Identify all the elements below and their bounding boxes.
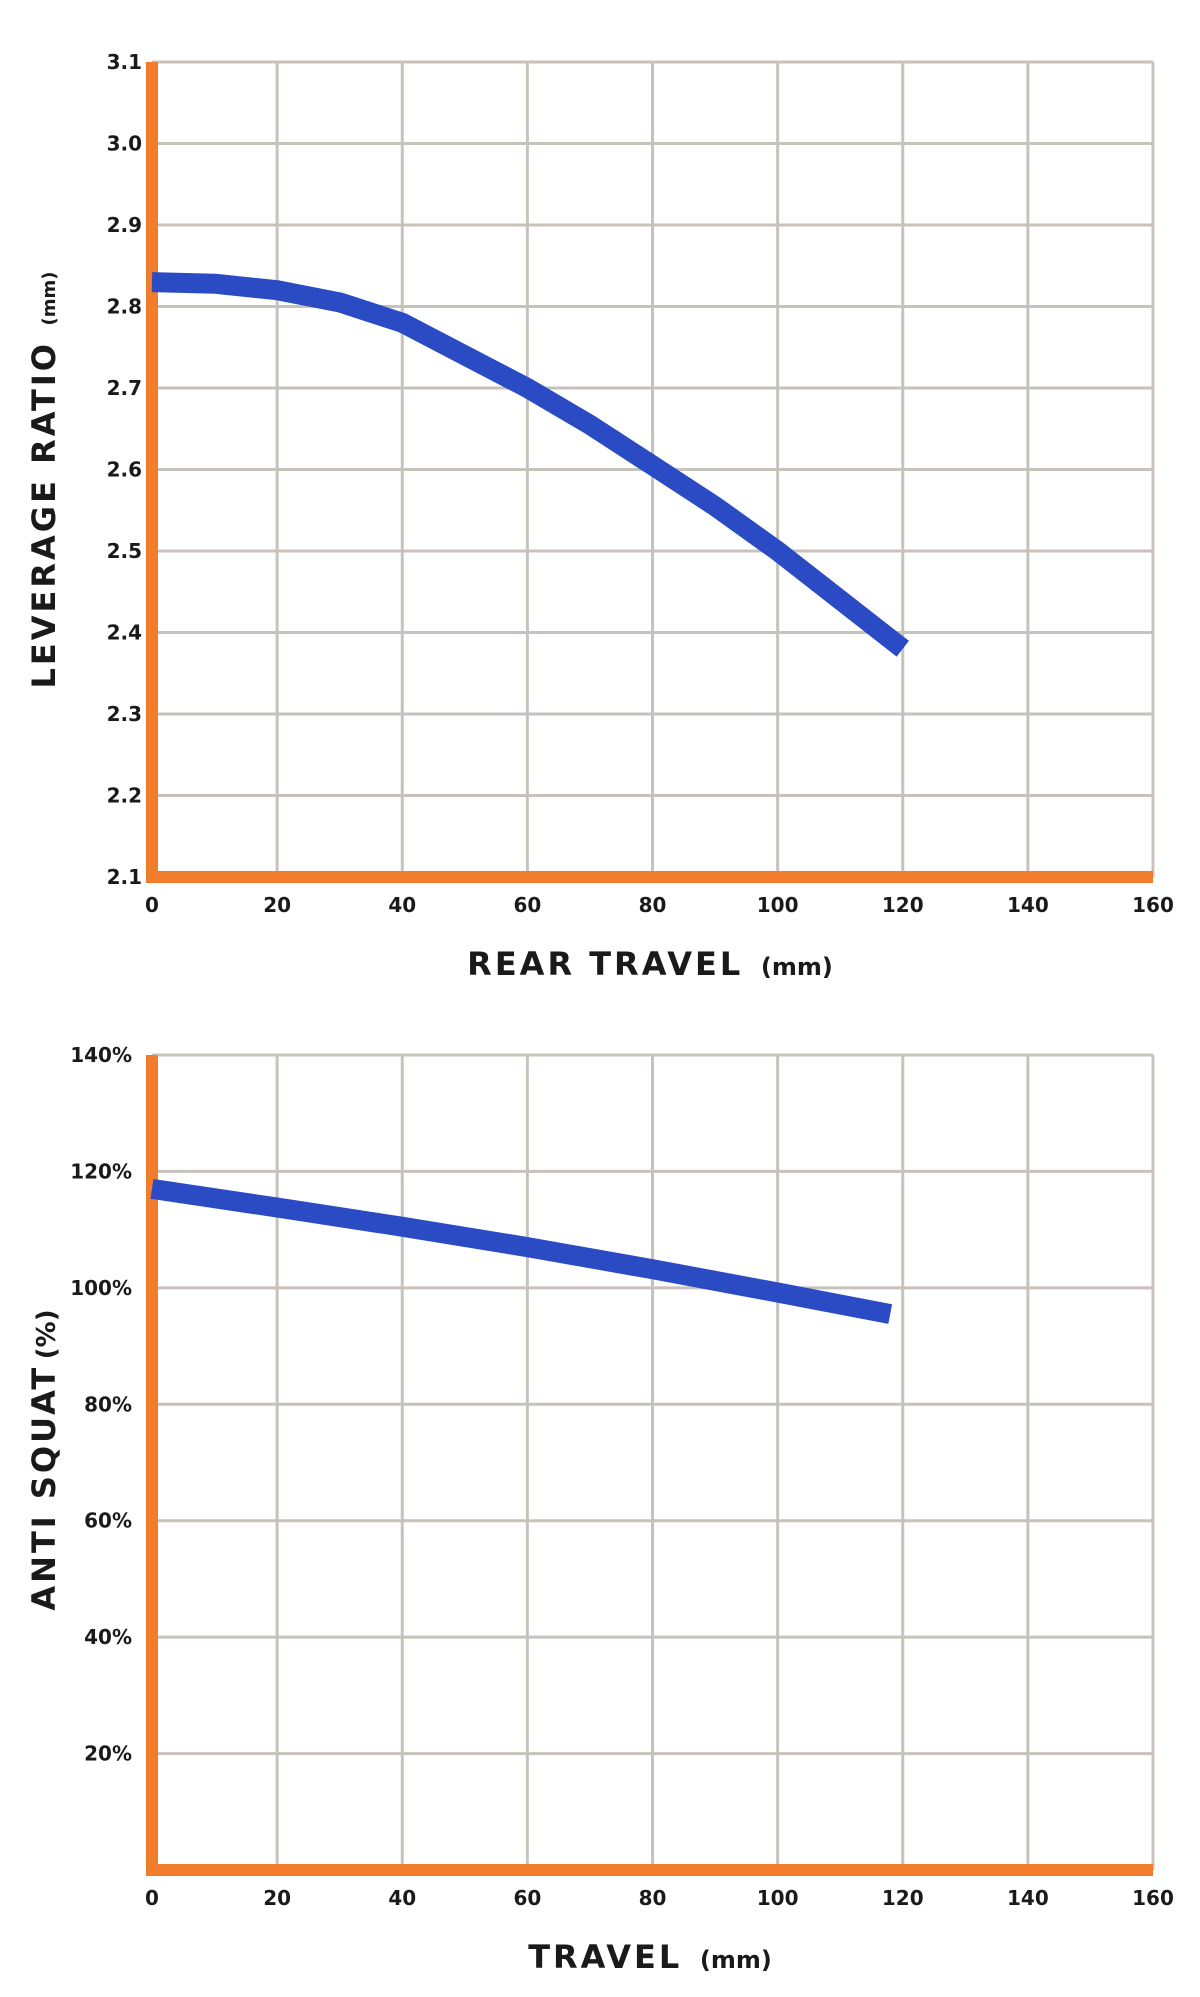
- y-tick-labels: 20% 40% 60% 80% 100% 120% 140%: [70, 1043, 132, 1766]
- x-tick-labels: 0 20 40 60 80 100 120 140 160: [145, 1886, 1174, 1910]
- x-tick-label: 0: [145, 1886, 159, 1910]
- x-axis-title: REAR TRAVEL (mm): [467, 945, 833, 983]
- series-lines: [151, 272, 909, 657]
- leverage-ratio-chart: 0 20 40 60 80 100 120 140 160 2.1 2.2 2.3 2.4 2.5 2.6…: [25, 50, 1174, 983]
- series-lines: [150, 1179, 893, 1324]
- y-tick-label: 20%: [84, 1742, 132, 1766]
- x-tick-label: 60: [513, 1886, 541, 1910]
- y-axis-unit: (mm): [39, 272, 60, 326]
- y-axis-unit: (%): [32, 1309, 62, 1359]
- x-axis-unit: (mm): [761, 953, 833, 981]
- x-axis-title-text: TRAVEL: [528, 1938, 682, 1976]
- y-tick-label: 2.5: [107, 539, 142, 563]
- x-tick-label: 40: [388, 1886, 416, 1910]
- axes: [146, 62, 1153, 883]
- x-tick-label: 0: [145, 893, 159, 917]
- x-axis-title-text: REAR TRAVEL: [467, 945, 743, 983]
- y-axis-title-text: ANTI SQUAT: [25, 1365, 63, 1611]
- series-line: [151, 272, 909, 657]
- y-tick-labels: 2.1 2.2 2.3 2.4 2.5 2.6 2.7 2.8 2.9 3.0 3.1: [107, 50, 142, 889]
- x-tick-label: 100: [757, 1886, 799, 1910]
- y-axis-title: ANTI SQUAT (%): [25, 1309, 63, 1610]
- y-tick-label: 100%: [70, 1276, 132, 1300]
- y-axis-title-text: LEVERAGE RATIO: [25, 341, 63, 688]
- y-tick-label: 140%: [70, 1043, 132, 1067]
- x-tick-label: 140: [1007, 893, 1049, 917]
- y-tick-label: 2.6: [107, 458, 142, 482]
- x-tick-label: 120: [882, 893, 924, 917]
- y-tick-label: 80%: [84, 1392, 132, 1416]
- x-tick-label: 160: [1132, 1886, 1174, 1910]
- y-tick-label: 120%: [70, 1159, 132, 1183]
- y-tick-label: 2.7: [107, 376, 142, 400]
- grid: [152, 1053, 1155, 1870]
- y-tick-label: 2.2: [107, 784, 142, 808]
- y-tick-label: 3.0: [107, 132, 142, 156]
- x-tick-label: 40: [388, 893, 416, 917]
- y-tick-label: 2.8: [107, 295, 142, 319]
- x-tick-label: 80: [639, 893, 667, 917]
- x-tick-label: 100: [757, 893, 799, 917]
- series-line: [150, 1179, 893, 1324]
- y-tick-label: 60%: [84, 1509, 132, 1533]
- y-tick-label: 3.1: [107, 50, 142, 74]
- x-tick-label: 120: [882, 1886, 924, 1910]
- x-tick-label: 80: [639, 1886, 667, 1910]
- anti-squat-chart: 0 20 40 60 80 100 120 140 160 20% 40% 60% 80% 100% 12…: [25, 1043, 1174, 1976]
- x-tick-label: 60: [513, 893, 541, 917]
- y-tick-label: 40%: [84, 1625, 132, 1649]
- x-tick-label: 160: [1132, 893, 1174, 917]
- y-tick-label: 2.9: [107, 213, 142, 237]
- x-tick-labels: 0 20 40 60 80 100 120 140 160: [145, 893, 1174, 917]
- y-tick-label: 2.4: [107, 621, 142, 645]
- x-tick-label: 140: [1007, 1886, 1049, 1910]
- x-tick-label: 20: [263, 893, 291, 917]
- x-axis-unit: (mm): [700, 1946, 772, 1974]
- x-tick-label: 20: [263, 1886, 291, 1910]
- x-axis-title: TRAVEL (mm): [528, 1938, 772, 1976]
- y-tick-label: 2.3: [107, 702, 142, 726]
- y-axis-title: LEVERAGE RATIO (mm): [25, 272, 63, 689]
- y-tick-label: 2.1: [107, 865, 142, 889]
